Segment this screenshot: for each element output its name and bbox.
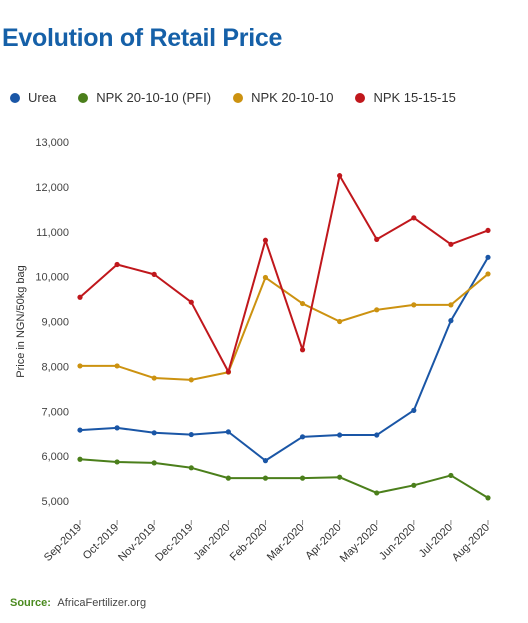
- data-point-npk-15-15-15: [225, 369, 231, 375]
- x-tick-label: Jan-2020: [192, 522, 233, 563]
- data-point-npk-15-15-15: [337, 173, 343, 179]
- data-point-npk-20-10-10: [188, 377, 194, 383]
- y-axis-title: Price in NGN/50kg bag: [15, 265, 27, 378]
- series-line-npk-20-10-10-pfi: [79, 458, 489, 499]
- y-tick-label: 5,000: [41, 496, 69, 508]
- data-point-urea: [262, 458, 269, 464]
- data-point-npk-20-10-10-pfi: [411, 482, 417, 488]
- legend-marker: [355, 92, 366, 103]
- data-point-npk-20-10-10-pfi: [77, 456, 83, 462]
- data-point-urea: [77, 427, 83, 433]
- x-tick-label: Sep-2019: [42, 522, 84, 564]
- legend-label: NPK 20-10-10 (PFI): [96, 90, 212, 105]
- data-point-npk-15-15-15: [151, 271, 157, 277]
- data-point-npk-15-15-15: [299, 347, 306, 353]
- y-tick-label: 13,000: [35, 137, 69, 149]
- data-point-npk-20-10-10: [77, 363, 83, 369]
- y-tick-label: 6,000: [41, 451, 69, 463]
- x-tick-label: Jul-2020: [417, 522, 455, 560]
- legend-marker: [233, 92, 244, 103]
- legend-label: NPK 15-15-15: [373, 90, 456, 105]
- legend-item-npk-15-15-15[interactable]: NPK 15-15-15: [355, 90, 456, 105]
- legend-marker: [78, 92, 89, 103]
- legend-marker: [10, 92, 20, 103]
- legend-item-npk-20-10-10-pfi[interactable]: NPK 20-10-10 (PFI): [78, 90, 211, 105]
- data-point-npk-20-10-10-pfi: [225, 475, 231, 481]
- data-point-npk-15-15-15: [262, 237, 269, 243]
- data-point-npk-20-10-10: [151, 375, 157, 381]
- data-point-urea: [151, 430, 157, 436]
- y-tick-label: 12,000: [35, 182, 69, 194]
- data-point-urea: [374, 432, 380, 438]
- data-point-npk-20-10-10: [299, 300, 306, 307]
- data-point-npk-15-15-15: [77, 294, 83, 300]
- data-point-npk-15-15-15: [485, 227, 491, 234]
- data-point-npk-20-10-10: [337, 318, 343, 325]
- data-point-npk-20-10-10: [114, 363, 120, 369]
- data-point-npk-20-10-10-pfi: [374, 490, 380, 496]
- data-point-npk-20-10-10-pfi: [337, 474, 343, 480]
- x-tick-label: Oct-2019: [81, 522, 121, 562]
- data-point-urea: [188, 431, 194, 438]
- data-point-urea: [337, 432, 343, 438]
- series-line-npk-15-15-15: [79, 174, 489, 373]
- y-tick-label: 10,000: [35, 272, 69, 284]
- data-point-npk-15-15-15: [374, 236, 380, 242]
- y-tick-label: 7,000: [41, 406, 69, 418]
- data-point-npk-20-10-10: [262, 274, 269, 281]
- data-point-urea: [299, 434, 306, 440]
- chart-title: Evolution of Retail Price: [2, 24, 283, 52]
- x-tick-label: Jun-2020: [377, 522, 418, 563]
- data-point-urea: [448, 318, 454, 324]
- data-point-npk-20-10-10-pfi: [262, 475, 269, 481]
- data-point-npk-20-10-10-pfi: [299, 475, 306, 481]
- x-tick-label: May-2020: [338, 522, 381, 565]
- line-chart: 5,000 6,000 7,000 8,000 9,000 10,000 11,000 12,…: [15, 137, 492, 565]
- data-point-urea: [114, 425, 120, 431]
- legend-label: Urea: [28, 90, 57, 105]
- data-point-npk-15-15-15: [114, 261, 120, 268]
- data-point-npk-20-10-10-pfi: [188, 465, 194, 471]
- source-note: Source: AfricaFertilizer.org: [10, 597, 146, 609]
- series-line-urea: [79, 256, 489, 462]
- data-point-urea: [225, 429, 231, 435]
- source-text: AfricaFertilizer.org: [57, 597, 147, 609]
- y-tick-label: 9,000: [41, 317, 69, 329]
- source-label: Source:: [10, 597, 51, 609]
- data-point-urea: [485, 254, 491, 260]
- data-point-npk-20-10-10-pfi: [151, 460, 157, 466]
- data-point-npk-20-10-10: [374, 307, 380, 313]
- series-line-npk-20-10-10: [79, 272, 489, 381]
- y-tick-label: 8,000: [41, 361, 69, 373]
- data-point-npk-20-10-10-pfi: [448, 472, 454, 479]
- legend-item-urea[interactable]: Urea: [10, 90, 56, 105]
- data-point-npk-20-10-10: [411, 302, 417, 308]
- data-point-npk-15-15-15: [448, 241, 454, 247]
- legend: Urea NPK 20-10-10 (PFI) NPK 20-10-10 NPK 15…: [10, 90, 478, 105]
- data-point-npk-15-15-15: [411, 215, 417, 221]
- data-point-npk-20-10-10: [448, 302, 454, 308]
- x-tick-label: Mar-2020: [265, 522, 307, 564]
- data-point-npk-20-10-10-pfi: [485, 495, 491, 501]
- x-tick-label: Aug-2020: [450, 522, 492, 564]
- x-tick-label: Feb-2020: [228, 522, 270, 564]
- x-tick-label: Nov-2019: [116, 522, 158, 564]
- legend-item-npk-20-10-10[interactable]: NPK 20-10-10: [233, 90, 333, 105]
- data-point-npk-20-10-10: [485, 271, 491, 277]
- legend-label: NPK 20-10-10: [251, 90, 334, 105]
- x-tick-label: Dec-2019: [153, 522, 195, 564]
- data-point-npk-15-15-15: [188, 299, 194, 305]
- data-point-npk-20-10-10-pfi: [114, 459, 120, 465]
- data-point-urea: [411, 407, 417, 413]
- y-tick-label: 11,000: [36, 227, 69, 239]
